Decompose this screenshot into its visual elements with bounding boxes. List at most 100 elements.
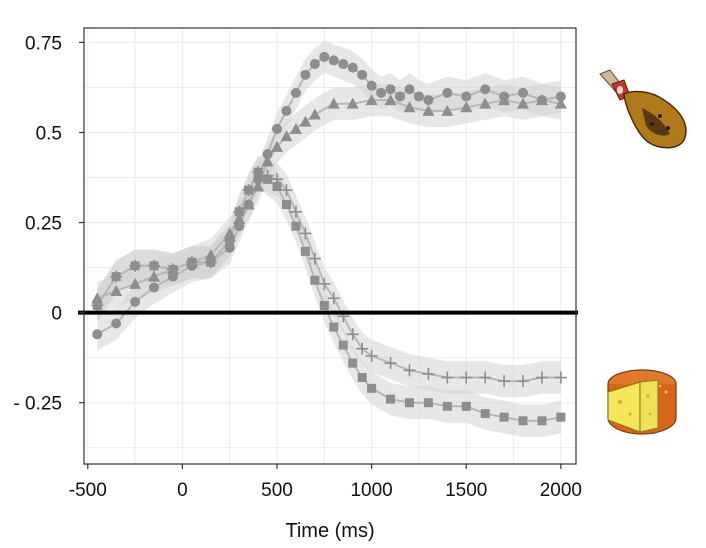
- data-point-square: [92, 300, 102, 310]
- data-point-square: [272, 182, 282, 192]
- cheese-icon: [600, 362, 680, 440]
- data-point-triangle: [535, 94, 548, 106]
- data-point-square: [253, 167, 263, 177]
- data-point-triangle: [242, 198, 255, 210]
- data-point-plus: [460, 371, 473, 384]
- data-point-plus: [403, 364, 416, 377]
- axis-ticks: [79, 41, 562, 469]
- data-point-triangle: [129, 277, 142, 289]
- x-tick-label: 0: [177, 480, 188, 501]
- data-point-circle: [281, 105, 292, 116]
- data-point-triangle: [233, 212, 246, 224]
- data-point-square: [111, 272, 121, 282]
- data-point-square: [480, 409, 490, 419]
- data-point-plus: [308, 252, 321, 265]
- x-tick-label: 500: [261, 480, 293, 501]
- data-point-square: [329, 322, 339, 332]
- data-point-square: [168, 264, 178, 274]
- data-point-triangle: [384, 94, 397, 106]
- data-point-circle: [130, 296, 141, 307]
- y-tick-label: 0.25: [25, 214, 62, 235]
- data-point-plus: [365, 349, 378, 362]
- data-point-triangle: [441, 104, 454, 116]
- data-point-circle: [111, 318, 122, 329]
- data-point-plus: [318, 277, 331, 290]
- data-point-square: [423, 398, 433, 408]
- data-point-plus: [384, 357, 397, 370]
- data-point-square: [281, 200, 291, 210]
- x-tick-label: 2000: [540, 480, 582, 501]
- data-point-square: [556, 412, 566, 422]
- ham-icon: [598, 66, 698, 154]
- data-point-circle: [376, 87, 387, 98]
- confidence-band-plus: [97, 155, 561, 398]
- data-point-square: [442, 401, 452, 411]
- data-point-square: [310, 275, 320, 285]
- data-point-circle: [338, 59, 349, 70]
- data-point-square: [348, 358, 358, 368]
- data-point-square: [291, 221, 301, 231]
- data-point-plus: [441, 371, 454, 384]
- data-point-square: [537, 416, 547, 426]
- data-point-plus: [422, 367, 435, 380]
- data-point-triangle: [554, 97, 567, 109]
- y-tick-label: 0: [51, 304, 62, 325]
- data-markers: [91, 51, 567, 426]
- data-point-plus: [517, 375, 530, 388]
- y-tick-label: - 0.25: [13, 394, 62, 415]
- data-point-square: [187, 257, 197, 267]
- data-point-square: [225, 236, 235, 246]
- data-point-square: [206, 257, 216, 267]
- data-point-plus: [554, 371, 567, 384]
- data-point-circle: [413, 91, 424, 102]
- data-point-triangle: [223, 227, 236, 239]
- data-point-circle: [518, 87, 529, 98]
- data-point-circle: [404, 84, 415, 95]
- data-point-circle: [300, 69, 311, 80]
- data-point-triangle: [299, 115, 312, 127]
- y-tick-label: 0.5: [36, 123, 62, 144]
- data-point-square: [367, 383, 377, 393]
- data-point-square: [499, 412, 509, 422]
- data-point-circle: [290, 87, 301, 98]
- data-point-circle: [395, 91, 406, 102]
- data-point-plus: [327, 292, 340, 305]
- data-point-triangle: [422, 104, 435, 116]
- data-point-triangle: [261, 155, 274, 167]
- data-point-circle: [253, 174, 264, 185]
- x-axis-title: Time (ms): [285, 520, 374, 542]
- data-point-square: [300, 246, 310, 256]
- data-point-square: [386, 394, 396, 404]
- data-point-square: [234, 207, 244, 217]
- data-point-plus: [280, 184, 293, 197]
- data-point-square: [518, 416, 528, 426]
- data-point-triangle: [289, 122, 302, 134]
- data-point-square: [149, 261, 159, 271]
- data-point-triangle: [460, 101, 473, 113]
- x-tick-label: 1500: [445, 480, 487, 501]
- data-point-square: [404, 398, 414, 408]
- data-point-triangle: [91, 292, 104, 304]
- data-point-circle: [347, 62, 358, 73]
- data-point-triangle: [252, 180, 265, 192]
- data-point-circle: [262, 149, 273, 160]
- data-point-circle: [328, 55, 339, 66]
- data-point-square: [263, 174, 273, 184]
- data-point-circle: [309, 59, 320, 70]
- data-point-triangle: [271, 140, 284, 152]
- data-point-plus: [299, 227, 312, 240]
- data-point-circle: [357, 69, 368, 80]
- data-point-square: [461, 401, 471, 411]
- data-point-circle: [385, 84, 396, 95]
- data-point-square: [130, 261, 140, 271]
- data-point-circle: [319, 51, 330, 62]
- data-point-circle: [92, 329, 103, 340]
- x-tick-labels: -500 0 500 1000 1500 2000: [69, 480, 582, 501]
- data-point-plus: [535, 371, 548, 384]
- data-point-circle: [480, 84, 491, 95]
- data-point-triangle: [479, 97, 492, 109]
- data-point-circle: [423, 95, 434, 106]
- data-point-triangle: [498, 94, 511, 106]
- x-tick-label: 1000: [350, 480, 392, 501]
